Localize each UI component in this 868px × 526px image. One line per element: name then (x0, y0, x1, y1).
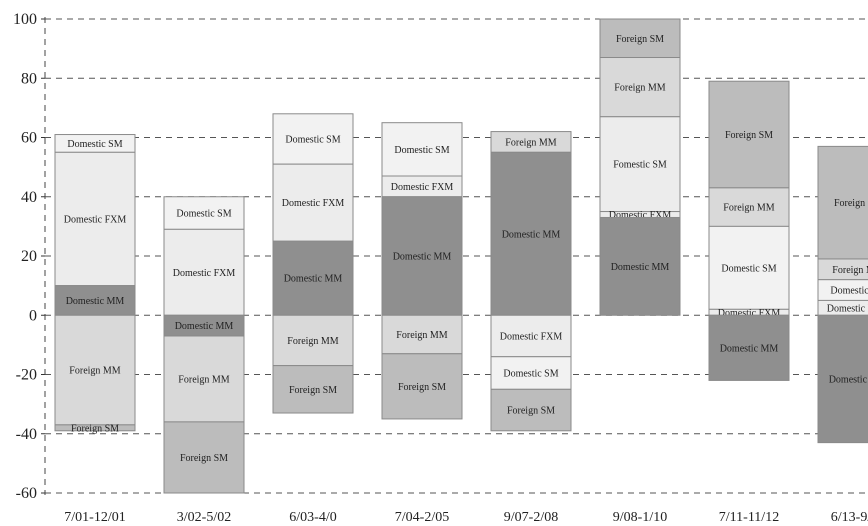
segment-label: Foreign MM (614, 83, 666, 94)
bar-segment-fomestic-sm (599, 116, 681, 213)
segment-label: Domestic SM (503, 369, 558, 380)
bar-stack-7-04-2-05: Domestic SM Domestic FXM Domestic MM Foreig… (381, 122, 463, 420)
bar-segment-foreign-mm (599, 57, 681, 118)
segment-label: Foreign SM (71, 423, 119, 434)
x-category-label: 6/13-9/13 (831, 510, 868, 525)
bar-segment-foreign-sm (272, 365, 354, 414)
segment-label: Foreign SM (180, 453, 228, 464)
bar-stack-9-08-1-10: Foreign SM Foreign MM Fomestic SM Domestic … (599, 18, 681, 316)
segment-label: Domestic FXM (827, 303, 868, 314)
bar-segment-foreign-sm (599, 18, 681, 59)
y-tick-label: -20 (16, 367, 37, 384)
segment-label: Foreign MM (287, 336, 339, 347)
segment-label: Foreign SM (834, 198, 868, 209)
bar-segment-domestic-fxm (163, 228, 245, 316)
segment-label: Domestic MM (611, 262, 670, 273)
bar-segment-foreign-sm (817, 145, 868, 260)
bar-segment-domestic-sm (163, 196, 245, 230)
bar-segment-foreign-mm (54, 314, 136, 426)
y-tick-label: 20 (21, 248, 37, 265)
bar-stack-7-11-11-12: Foreign SM Foreign MM Domestic SM Domestic … (708, 80, 790, 381)
segment-label: Domestic SM (285, 134, 340, 145)
y-axis: 100 80 60 40 20 0 -20 -40 -60 (13, 11, 46, 502)
segment-label: Domestic MM (502, 229, 561, 240)
segment-label: Foreign MM (178, 374, 230, 385)
bar-segment-foreign-mm (381, 314, 463, 355)
y-tick-label: 80 (21, 70, 37, 87)
segment-label: Foreign MM (723, 203, 775, 214)
bar-segment-domestic-mm (54, 285, 136, 316)
bar-segment-foreign-mm (163, 335, 245, 423)
bar-segment-domestic-mm (708, 314, 790, 381)
bar-segment-foreign-sm (381, 353, 463, 420)
y-tick-label: -40 (16, 426, 37, 443)
bar-segment-domestic-sm (490, 356, 572, 390)
segment-label: Domestic FXM (64, 214, 127, 225)
category-labels: 7/01-12/01 3/02-5/02 6/03-4/0 7/04-2/05 9/07… (64, 510, 868, 525)
bar-segment-domestic-sm (708, 225, 790, 310)
segment-label: Domestic MM (829, 374, 868, 385)
x-category-label: 6/03-4/0 (289, 510, 336, 525)
bar-segment-foreign-sm (708, 80, 790, 189)
segment-label: Foreign SM (725, 130, 773, 141)
bar-segment-domestic-fxm (54, 151, 136, 287)
bar-stack-3-02-5-02: Domestic SM Domestic FXM Domestic MM Foreig… (163, 196, 245, 494)
segment-label: Domestic FXM (173, 268, 236, 279)
segment-label: Domestic MM (175, 321, 234, 332)
segment-label: Domestic SM (394, 145, 449, 156)
x-category-label: 9/07-2/08 (504, 510, 558, 525)
segment-label: Foreign SM (398, 382, 446, 393)
bar-segment-domestic-mm (599, 216, 681, 316)
segment-label: Domestic FXM (718, 308, 781, 319)
y-tick-label: 0 (29, 307, 37, 324)
segment-label: Foreign MM (69, 366, 121, 377)
segment-label: Foreign MM (396, 330, 448, 341)
segment-label: Foreign SM (616, 34, 664, 45)
bar-segment-foreign-sm (163, 421, 245, 494)
bar-segment-domestic-mm (381, 196, 463, 316)
bar-segment-foreign-sm (490, 388, 572, 432)
bar-segment-domestic-mm (817, 314, 868, 444)
segment-label: Fomestic SM (613, 160, 667, 171)
bar-stack-6-13-9-13: Foreign SM Foreign MM Domestic SM Domestic … (817, 145, 868, 444)
segment-label: Domestic FXM (500, 331, 563, 342)
y-tick-label: 40 (21, 189, 37, 206)
bar-stack-9-07-2-08: Foreign MM Domestic MM Domestic FXM Domesti… (490, 131, 572, 432)
segment-label: Foreign SM (289, 385, 337, 396)
segment-label: Domestic MM (393, 252, 452, 263)
x-category-label: 9/08-1/10 (613, 510, 667, 525)
segment-label: Domestic SM (67, 139, 122, 150)
segment-label: Foreign SM (507, 406, 555, 417)
x-category-label: 7/01-12/01 (64, 510, 125, 525)
bar-segment-domestic-sm (272, 113, 354, 165)
segment-label: Domestic SM (721, 263, 776, 274)
x-category-label: 7/04-2/05 (395, 510, 449, 525)
segment-label: Domestic FXM (282, 198, 345, 209)
segment-label: Foreign MM (505, 137, 557, 148)
segment-label: Foreign MM (832, 265, 868, 276)
bar-segment-foreign-sm (54, 424, 136, 432)
x-category-label: 3/02-5/02 (177, 510, 231, 525)
bar-segment-domestic-fxm (272, 163, 354, 242)
segment-label: Domestic MM (284, 274, 343, 285)
y-tick-label: 60 (21, 130, 37, 147)
bar-segment-domestic-sm (381, 122, 463, 177)
x-category-label: 7/11-11/12 (719, 510, 779, 525)
bar-segment-foreign-mm (708, 187, 790, 227)
segment-label: Domestic MM (720, 343, 779, 354)
segment-label: Domestic SM (830, 286, 868, 297)
segment-label: Domestic MM (66, 296, 125, 307)
bar-segment-domestic-mm (272, 240, 354, 316)
y-tick-label: 100 (13, 11, 37, 28)
y-tick-label: -60 (16, 485, 37, 502)
bar-stack-7-01-12-01: Domestic SM Domestic FXM Domestic MM Foreig… (54, 134, 136, 434)
segment-label: Domestic SM (176, 209, 231, 220)
segment-label: Domestic FXM (609, 210, 672, 221)
segment-label: Domestic FXM (391, 182, 454, 193)
bar-stack-6-03-4-0: Domestic SM Domestic FXM Domestic MM Foreig… (272, 113, 354, 414)
bar-segment-domestic-mm (490, 151, 572, 316)
